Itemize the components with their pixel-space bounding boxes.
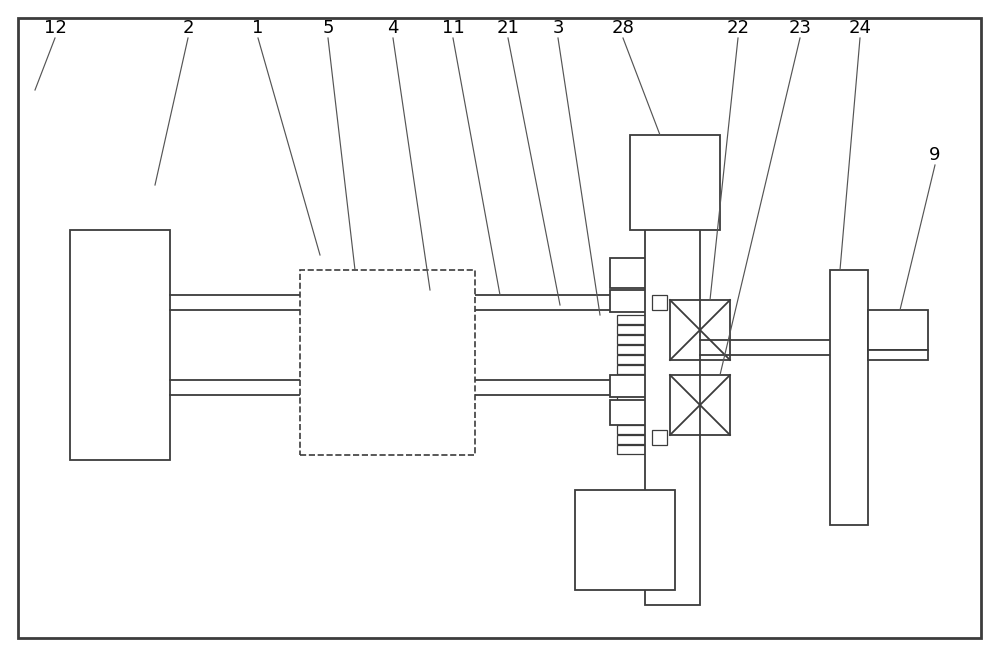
Bar (617, 425, 655, 434)
Bar (868, 310, 928, 350)
Bar (300, 270, 475, 455)
Bar (617, 435, 655, 444)
Bar (617, 445, 655, 454)
Text: 1: 1 (252, 19, 264, 37)
Bar (652, 295, 667, 310)
Bar (617, 385, 655, 394)
Bar (670, 375, 730, 435)
Bar (617, 405, 655, 414)
Text: 4: 4 (387, 19, 399, 37)
Text: 22: 22 (726, 19, 750, 37)
Text: 21: 21 (497, 19, 519, 37)
Text: 3: 3 (552, 19, 564, 37)
Bar (617, 375, 655, 384)
Text: 24: 24 (848, 19, 872, 37)
Text: 28: 28 (612, 19, 634, 37)
Bar (617, 315, 655, 324)
Bar (645, 225, 700, 605)
Bar (610, 290, 660, 312)
Bar (610, 400, 660, 425)
Bar (830, 270, 868, 525)
Bar (610, 375, 660, 397)
Text: 5: 5 (322, 19, 334, 37)
Text: 2: 2 (182, 19, 194, 37)
Bar (630, 135, 720, 230)
Bar (617, 335, 655, 344)
Bar (617, 355, 655, 364)
Bar (610, 258, 660, 288)
Bar (617, 345, 655, 354)
Bar (575, 490, 675, 590)
Bar (670, 300, 730, 360)
Bar (617, 395, 655, 404)
Bar (868, 350, 928, 360)
Bar (70, 230, 170, 460)
Bar (652, 430, 667, 445)
Bar (617, 325, 655, 334)
Bar (617, 365, 655, 374)
Text: 9: 9 (929, 146, 941, 164)
Text: 12: 12 (44, 19, 66, 37)
Bar (617, 415, 655, 424)
Text: 23: 23 (788, 19, 812, 37)
Text: 11: 11 (442, 19, 464, 37)
